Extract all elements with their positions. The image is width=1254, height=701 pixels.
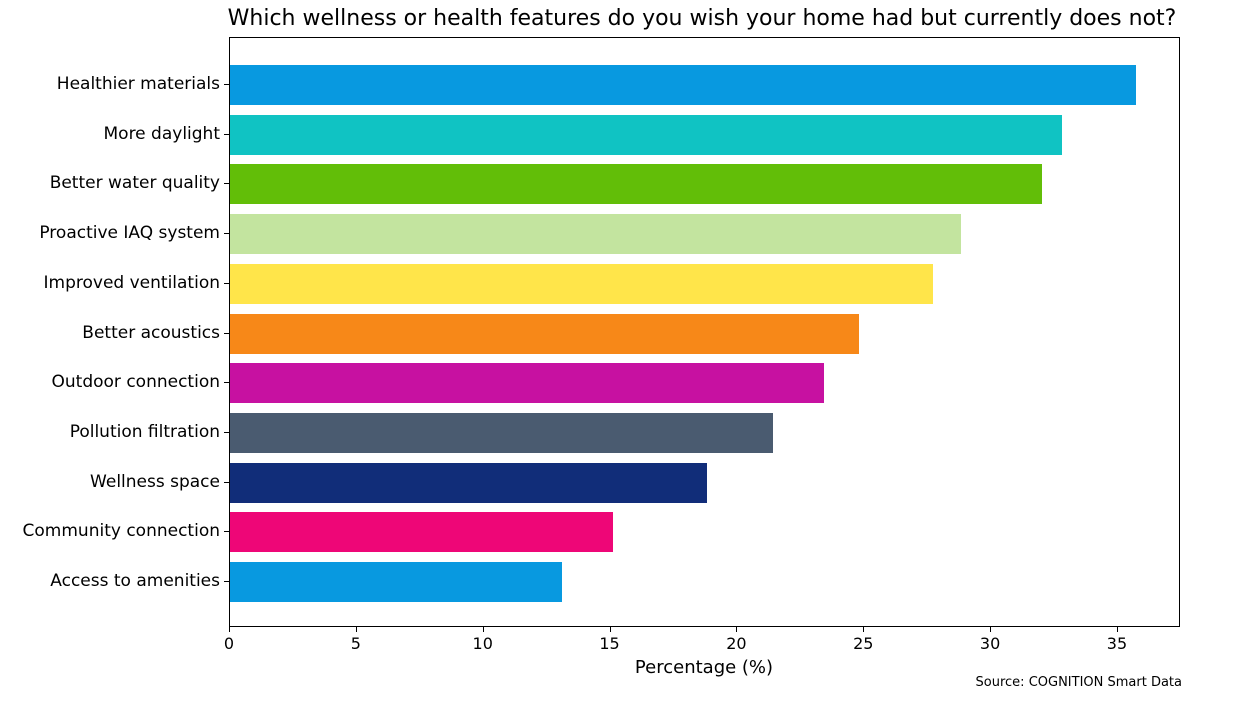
x-tick-label: 20 (726, 634, 747, 653)
chart-title: Which wellness or health features do you… (227, 6, 1177, 31)
y-tick-label: More daylight (103, 123, 221, 144)
bar (230, 164, 1042, 205)
y-tick (224, 432, 229, 433)
x-tick (483, 627, 484, 632)
y-tick-label: Pollution filtration (69, 421, 220, 442)
bar (230, 512, 614, 553)
x-tick-label: 30 (979, 634, 1001, 653)
bar (230, 363, 824, 404)
y-tick-label: Better acoustics (82, 322, 220, 343)
x-tick (736, 627, 737, 632)
y-tick-label: Access to amenities (50, 571, 220, 591)
y-tick (224, 531, 229, 532)
y-tick-label: Community connection (22, 521, 220, 542)
y-tick (224, 134, 229, 135)
bar (230, 114, 1063, 155)
y-tick-label: Improved ventilation (43, 272, 220, 293)
bar (230, 562, 563, 602)
y-tick (224, 382, 229, 383)
x-tick-label: 5 (350, 634, 361, 653)
bar (230, 412, 773, 453)
bar (230, 263, 933, 304)
bar (230, 214, 961, 255)
y-tick (224, 581, 229, 582)
x-tick-label: 10 (472, 634, 493, 653)
source-annotation: Source: COGNITION Smart Data (975, 675, 1182, 690)
y-tick-label: Better water quality (49, 173, 220, 194)
x-tick-label: 35 (1106, 634, 1128, 653)
y-tick-label: Proactive IAQ system (39, 223, 220, 244)
y-tick (224, 482, 229, 483)
x-tick-label: 25 (853, 634, 874, 653)
bar (230, 462, 707, 503)
y-tick (224, 283, 229, 284)
bar (230, 65, 1136, 105)
x-tick (1117, 627, 1118, 632)
plot-area (229, 37, 1180, 627)
y-tick (224, 333, 229, 334)
x-axis-label: Percentage (%) (634, 657, 774, 678)
x-tick (990, 627, 991, 632)
x-tick-label: 0 (223, 634, 235, 653)
bar (230, 313, 860, 354)
y-tick (224, 183, 229, 184)
x-tick (356, 627, 357, 632)
y-tick (224, 233, 229, 234)
x-tick (229, 627, 230, 632)
y-tick-label: Wellness space (90, 471, 220, 492)
y-tick-label: Healthier materials (56, 74, 220, 94)
y-tick (224, 84, 229, 85)
x-tick (863, 627, 864, 632)
x-tick-label: 15 (599, 634, 620, 653)
y-tick-label: Outdoor connection (51, 372, 220, 393)
x-tick (610, 627, 611, 632)
